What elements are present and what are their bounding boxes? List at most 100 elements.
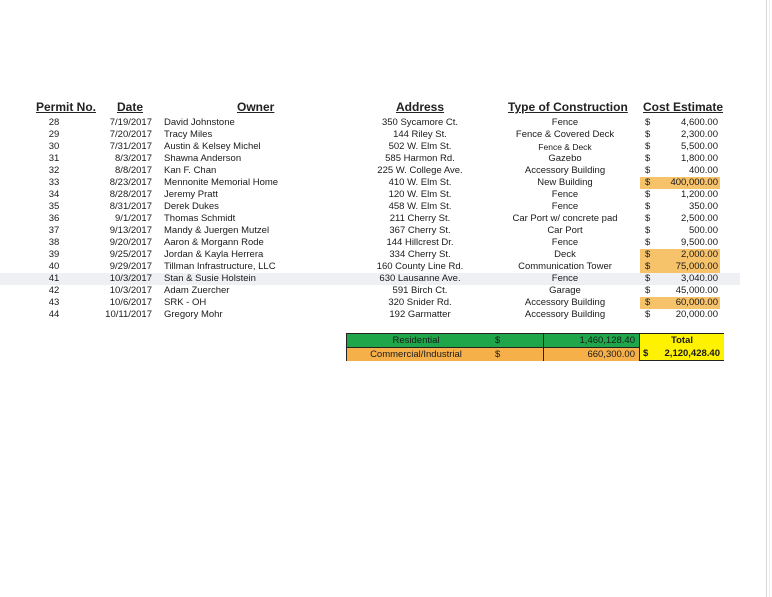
table-row[interactable]: 30 7/31/2017 Austin & Kelsey Michel 502 … (0, 141, 740, 153)
grand-total-box: Total $ 2,120,428.40 (639, 334, 724, 360)
permit-date: 9/20/2017 (109, 237, 152, 248)
address: 320 Snider Rd. (388, 297, 452, 308)
currency-symbol: $ (645, 153, 651, 164)
table-row[interactable]: 34 8/28/2017 Jeremy Pratt 120 W. Elm St.… (0, 189, 740, 201)
table-row[interactable]: 36 9/1/2017 Thomas Schmidt 211 Cherry St… (0, 213, 740, 225)
owner-name: Tillman Infrastructure, LLC (164, 261, 276, 272)
construction-type: Accessory Building (524, 165, 606, 176)
table-row[interactable]: 40 9/29/2017 Tillman Infrastructure, LLC… (0, 261, 740, 273)
permit-number: 28 (48, 117, 60, 128)
table-row[interactable]: 32 8/8/2017 Kan F. Chan 225 W. College A… (0, 165, 740, 177)
table-row[interactable]: 38 9/20/2017 Aaron & Morgann Rode 144 Hi… (0, 237, 740, 249)
permit-date: 10/3/2017 (109, 285, 152, 296)
address: 585 Harmon Rd. (385, 153, 455, 164)
commercial-total: 660,300.00 (587, 349, 635, 360)
table-row[interactable]: 39 9/25/2017 Jordan & Kayla Herrera 334 … (0, 249, 740, 261)
owner-name: Austin & Kelsey Michel (164, 141, 261, 152)
construction-type: Fence (551, 201, 579, 212)
permit-number: 42 (48, 285, 60, 296)
permit-date: 9/29/2017 (109, 261, 152, 272)
permit-date: 8/23/2017 (109, 177, 152, 188)
permit-number: 29 (48, 129, 60, 140)
table-row[interactable]: 42 10/3/2017 Adam Zuercher 591 Birch Ct.… (0, 285, 740, 297)
permit-date: 10/6/2017 (109, 297, 152, 308)
address: 160 County Line Rd. (376, 261, 464, 272)
permit-date: 9/25/2017 (109, 249, 152, 260)
owner-name: Jeremy Pratt (164, 189, 218, 200)
address: 192 Garmatter (389, 309, 451, 320)
construction-type: Fence (551, 237, 579, 248)
currency-symbol: $ (645, 117, 651, 128)
construction-type: New Building (537, 177, 593, 188)
permit-date: 10/3/2017 (109, 273, 152, 284)
permit-number: 34 (48, 189, 60, 200)
construction-type: Garage (549, 285, 581, 296)
commercial-label: Commercial/Industrial (370, 349, 462, 360)
table-row-selected[interactable]: 41 10/3/2017 Stan & Susie Holstein 630 L… (0, 273, 740, 285)
permit-date: 8/31/2017 (109, 201, 152, 212)
commercial-value-cell (543, 348, 640, 361)
table-row[interactable]: 35 8/31/2017 Derek Dukes 458 W. Elm St. … (0, 201, 740, 213)
permit-date: 7/20/2017 (109, 129, 152, 140)
owner-name: Jordan & Kayla Herrera (164, 249, 264, 260)
commercial-highlight (640, 297, 720, 309)
permit-number: 31 (48, 153, 60, 164)
currency-symbol: $ (645, 237, 651, 248)
permit-number: 30 (48, 141, 60, 152)
header-address: Address (396, 100, 445, 114)
currency-symbol: $ (645, 297, 651, 308)
owner-name: Thomas Schmidt (164, 213, 236, 224)
table-row[interactable]: 29 7/20/2017 Tracy Miles 144 Riley St. F… (0, 129, 740, 141)
cost-estimate: 400,000.00 (670, 177, 718, 188)
owner-name: David Johnstone (164, 117, 235, 128)
permit-number: 36 (48, 213, 60, 224)
header-permit: Permit No. (36, 100, 97, 114)
currency-symbol: $ (645, 201, 651, 212)
permit-date: 8/3/2017 (115, 153, 152, 164)
cost-estimate: 4,600.00 (681, 117, 718, 128)
cost-estimate: 75,000.00 (675, 261, 718, 272)
permit-number: 32 (48, 165, 60, 176)
address: 502 W. Elm St. (388, 141, 452, 152)
table-row[interactable]: 33 8/23/2017 Mennonite Memorial Home 410… (0, 177, 740, 189)
cost-estimate: 500.00 (688, 225, 718, 236)
owner-name: Gregory Mohr (164, 309, 223, 320)
cost-estimate: 2,300.00 (681, 129, 718, 140)
commercial-highlight (640, 261, 720, 273)
permit-date: 8/28/2017 (109, 189, 152, 200)
residential-row: Residential $ 1,460,128.40 (347, 334, 639, 347)
permit-number: 38 (48, 237, 60, 248)
page-edge-shadow (769, 0, 770, 597)
construction-type: Fence (551, 273, 579, 284)
header-date: Date (117, 100, 144, 114)
cost-estimate: 9,500.00 (681, 237, 718, 248)
owner-name: Tracy Miles (164, 129, 213, 140)
residential-currency: $ (495, 335, 501, 346)
construction-type: Fence & Deck (538, 142, 592, 152)
currency-symbol: $ (645, 165, 651, 176)
currency-symbol: $ (645, 273, 651, 284)
grand-total: 2,120,428.40 (664, 348, 720, 359)
address: 211 Cherry St. (389, 213, 451, 224)
commercial-highlight (640, 177, 720, 189)
permit-number: 41 (48, 273, 60, 284)
owner-name: Stan & Susie Holstein (164, 273, 256, 284)
address: 334 Cherry St. (389, 249, 451, 260)
permit-date: 9/13/2017 (109, 225, 152, 236)
table-row[interactable]: 43 10/6/2017 SRK - OH 320 Snider Rd. Acc… (0, 297, 740, 309)
currency-symbol: $ (645, 213, 651, 224)
address: 591 Birch Ct. (392, 285, 448, 296)
table-row[interactable]: 28 7/19/2017 David Johnstone 350 Sycamor… (0, 117, 740, 129)
commercial-row: Commercial/Industrial $ 660,300.00 (347, 347, 639, 361)
construction-type: Gazebo (548, 153, 582, 164)
table-row[interactable]: 44 10/11/2017 Gregory Mohr 192 Garmatter… (0, 309, 740, 321)
cost-estimate: 1,800.00 (681, 153, 718, 164)
total-label: Total (671, 335, 693, 346)
address: 410 W. Elm St. (388, 177, 452, 188)
currency-symbol: $ (645, 177, 651, 188)
table-row[interactable]: 37 9/13/2017 Mandy & Juergen Mutzel 367 … (0, 225, 740, 237)
currency-symbol: $ (645, 309, 651, 320)
cost-estimate: 5,500.00 (681, 141, 718, 152)
permit-date: 7/31/2017 (109, 141, 152, 152)
table-row[interactable]: 31 8/3/2017 Shawna Anderson 585 Harmon R… (0, 153, 740, 165)
